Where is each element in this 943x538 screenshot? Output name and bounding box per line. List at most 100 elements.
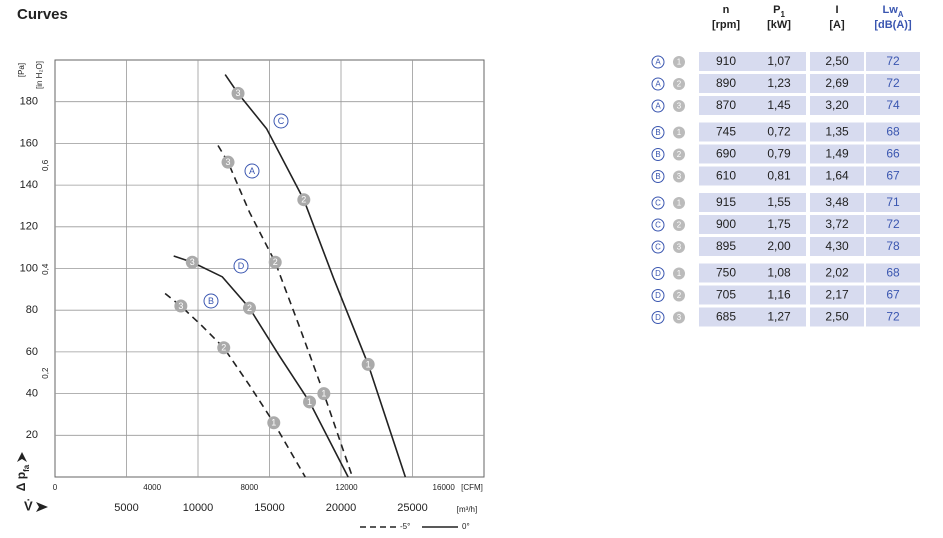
header-sub: A [898, 10, 904, 19]
cell-bg [810, 285, 864, 305]
cell-bg [810, 215, 864, 234]
point-badge [673, 56, 685, 68]
row-point: 3 [677, 102, 682, 111]
cell-bg [810, 52, 864, 71]
cell: 1,49 [825, 147, 849, 161]
cell-bg [810, 237, 864, 256]
y-tick-label: 140 [20, 179, 38, 191]
header-name: n [723, 4, 730, 16]
point-label: 1 [366, 359, 371, 369]
cell-bg [699, 52, 753, 71]
x-tick-label: 10000 [183, 502, 214, 514]
cell-bg [752, 74, 806, 93]
x-symbol: V̇ [24, 498, 33, 513]
cell-bg [866, 52, 920, 71]
y-symbol: Δ pfa [14, 464, 30, 491]
column-header: n [723, 4, 730, 16]
cell: 705 [716, 288, 736, 302]
y-tick-label: 120 [20, 221, 38, 233]
cell-bg [810, 263, 864, 283]
cell-bg [866, 285, 920, 305]
cell-bg [810, 193, 864, 212]
cell-bg [866, 307, 920, 327]
cell-bg [810, 122, 864, 142]
y-tick-label: 60 [26, 346, 38, 358]
cell: 72 [886, 310, 900, 324]
y-tick-label: 100 [20, 262, 38, 274]
cell-bg [752, 307, 806, 327]
operating-point [242, 301, 256, 315]
cell: 72 [886, 54, 900, 68]
cell-bg [699, 74, 753, 93]
cell-bg [752, 215, 806, 234]
y-tick-label: 40 [26, 388, 38, 400]
row-point: 2 [677, 80, 682, 89]
row-point: 1 [677, 199, 682, 208]
cell-bg [752, 96, 806, 115]
header-name: P [773, 4, 780, 16]
point-badge [673, 197, 685, 209]
operating-point [303, 395, 317, 409]
point-badge [673, 100, 685, 112]
row-curve: A [655, 80, 661, 89]
point-label: 1 [307, 397, 312, 407]
point-label: 3 [226, 157, 231, 167]
curve-badge [651, 170, 665, 183]
operating-point [217, 341, 231, 355]
x2-tick-label: 12000 [335, 483, 358, 492]
cell: 78 [886, 239, 900, 253]
x-tick-label: 15000 [254, 502, 285, 514]
operating-point [361, 357, 375, 371]
cell-bg [866, 74, 920, 93]
point-label: 2 [301, 195, 306, 205]
point-label: 2 [221, 343, 226, 353]
row-curve: C [655, 243, 661, 252]
cell: 685 [716, 310, 736, 324]
row-point: 2 [677, 221, 682, 230]
cell: 745 [716, 125, 736, 139]
cell: 750 [716, 266, 736, 280]
cell: 870 [716, 98, 736, 112]
point-badge [673, 170, 685, 183]
cell: 1,07 [767, 54, 791, 68]
point-label: 1 [321, 388, 326, 398]
cell: 2,17 [825, 288, 849, 302]
cell-bg [752, 144, 806, 164]
curve-label-circle [203, 293, 219, 309]
y-tick-label: 160 [20, 137, 38, 149]
cell-bg [866, 96, 920, 115]
cell: 72 [886, 217, 900, 231]
y-tick-label: 20 [26, 429, 38, 441]
cell: 1,08 [767, 266, 791, 280]
cell-bg [699, 96, 753, 115]
y-tick-label: 180 [20, 96, 38, 108]
row-curve: A [655, 102, 661, 111]
curve-label: A [249, 166, 255, 176]
curve-badge [651, 77, 665, 91]
curve-label-circle [273, 113, 289, 129]
column-header: P1 [773, 4, 785, 19]
legend-label: 0° [462, 522, 470, 531]
point-label: 3 [236, 88, 241, 98]
cell: 2,02 [825, 266, 849, 280]
curve [173, 255, 349, 478]
x2-tick-label: 8000 [240, 483, 258, 492]
x2-tick-label: 0 [53, 483, 58, 492]
cell-bg [699, 193, 753, 212]
y2-tick-label: 0,2 [41, 367, 50, 379]
operating-point [185, 255, 199, 269]
cell-bg [752, 263, 806, 283]
point-badge [673, 148, 685, 161]
curve [224, 74, 407, 478]
row-curve: B [655, 172, 660, 181]
column-unit: [kW] [767, 19, 791, 31]
cell: 1,55 [767, 195, 791, 209]
cell: 68 [886, 125, 900, 139]
y-symbol-sub: fa [22, 464, 31, 472]
point-label: 3 [190, 257, 195, 267]
legend-label: -5° [400, 522, 410, 531]
curve-badge [651, 55, 665, 69]
cell-bg [866, 263, 920, 283]
cell: 2,50 [825, 310, 849, 324]
